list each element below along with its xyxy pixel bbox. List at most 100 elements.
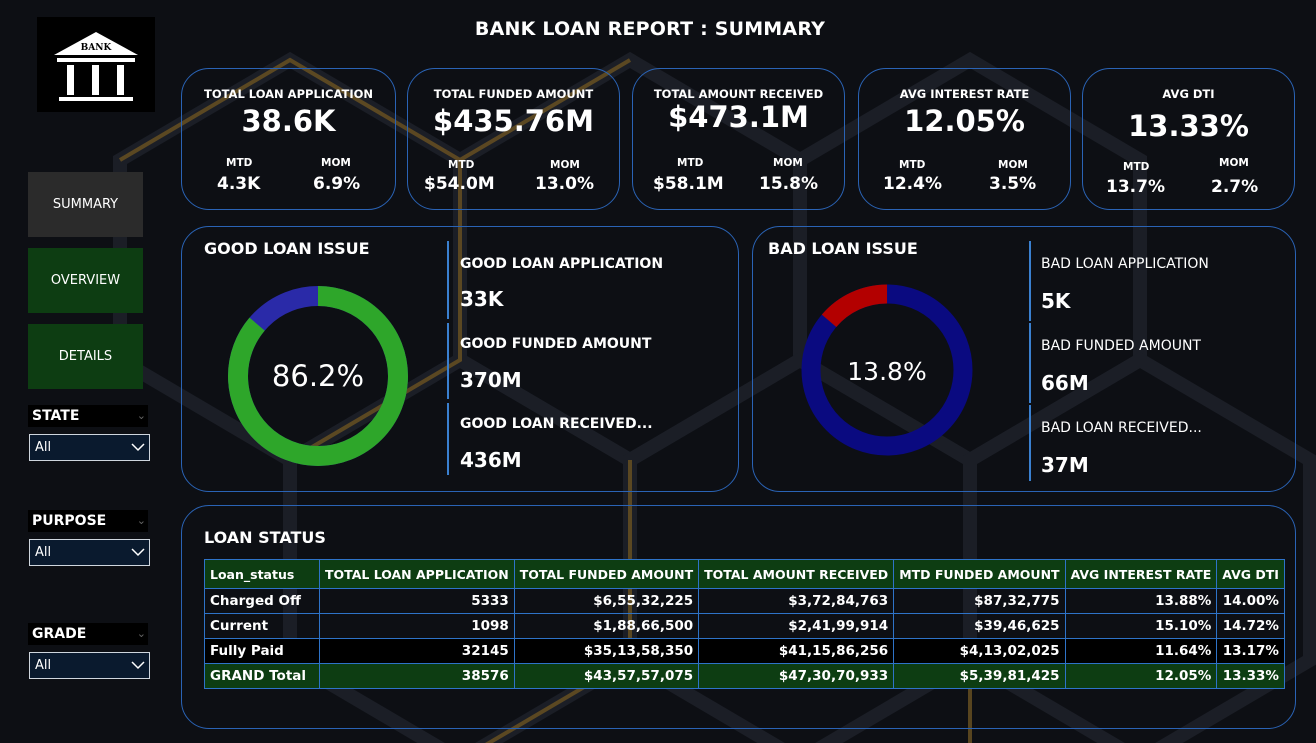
- kpi-mtd-value: $54.0M: [424, 174, 495, 194]
- kpi-mom-label: MOM: [998, 159, 1028, 171]
- table-cell: $6,55,32,225: [513, 588, 700, 614]
- good-loan-title: GOOD LOAN ISSUE: [204, 239, 370, 258]
- kpi-mtd-label: MTD: [899, 159, 926, 171]
- column-header[interactable]: MTD FUNDED AMOUNT: [893, 559, 1066, 589]
- bad-loan-received-label: BAD LOAN RECEIVED...: [1041, 420, 1202, 436]
- table-row[interactable]: Fully Paid 32145 $35,13,58,350 $41,15,86…: [204, 638, 1285, 664]
- kpi-mom-value: 15.8%: [759, 174, 818, 194]
- kpi-card-total-loan-application: TOTAL LOAN APPLICATION 38.6K MTD MOM 4.3…: [181, 68, 396, 210]
- column-header[interactable]: AVG INTEREST RATE: [1064, 559, 1218, 589]
- chevron-down-icon: [131, 443, 145, 452]
- bad-loan-percent: 13.8%: [847, 357, 926, 386]
- nav-details-button[interactable]: DETAILS: [28, 324, 143, 389]
- table-cell: $4,13,02,025: [893, 638, 1066, 664]
- column-header[interactable]: TOTAL FUNDED AMOUNT: [513, 559, 700, 589]
- table-cell: Current: [204, 613, 320, 639]
- kpi-mtd-value: 12.4%: [883, 174, 942, 194]
- state-filter-label: STATE ⌄: [28, 405, 148, 427]
- kpi-title: AVG DTI: [1162, 87, 1215, 101]
- column-header[interactable]: TOTAL AMOUNT RECEIVED: [698, 559, 895, 589]
- purpose-filter-dropdown[interactable]: All: [29, 539, 150, 566]
- grade-filter-dropdown[interactable]: All: [29, 652, 150, 679]
- bad-loan-title: BAD LOAN ISSUE: [768, 239, 918, 258]
- table-row[interactable]: Current 1098 $1,88,66,500 $2,41,99,914 $…: [204, 613, 1285, 639]
- chevron-down-icon[interactable]: ⌄: [136, 627, 146, 640]
- kpi-mtd-value: 13.7%: [1106, 177, 1165, 197]
- divider: [1029, 405, 1031, 481]
- kpi-mtd-label: MTD: [1123, 161, 1150, 173]
- table-cell: 1098: [319, 613, 515, 639]
- kpi-mtd-label: MTD: [226, 157, 253, 169]
- table-cell: 13.33%: [1216, 663, 1285, 689]
- table-cell: GRAND Total: [204, 663, 320, 689]
- kpi-mom-label: MOM: [321, 157, 351, 169]
- chevron-down-icon[interactable]: ⌄: [136, 514, 146, 527]
- purpose-filter-label: PURPOSE ⌄: [28, 510, 148, 532]
- table-cell: 38576: [319, 663, 515, 689]
- kpi-mtd-label: MTD: [677, 157, 704, 169]
- column-header[interactable]: AVG DTI: [1216, 559, 1285, 589]
- table-cell: $43,57,57,075: [513, 663, 700, 689]
- divider: [447, 241, 449, 319]
- bad-loan-application-label: BAD LOAN APPLICATION: [1041, 256, 1209, 272]
- bad-loan-application-value: 5K: [1041, 289, 1071, 313]
- table-cell: 5333: [319, 588, 515, 614]
- table-cell: $35,13,58,350: [513, 638, 700, 664]
- loan-status-panel: LOAN STATUS Loan_status TOTAL LOAN APPLI…: [181, 505, 1296, 729]
- good-loan-application-value: 33K: [460, 287, 504, 311]
- kpi-card-total-amount-received: TOTAL AMOUNT RECEIVED $473.1M MTD MOM $5…: [632, 68, 845, 210]
- kpi-mom-value: 13.0%: [535, 174, 594, 194]
- state-filter-dropdown[interactable]: All: [29, 434, 150, 461]
- nav-overview-button[interactable]: OVERVIEW: [28, 248, 143, 313]
- table-total-row[interactable]: GRAND Total 38576 $43,57,57,075 $47,30,7…: [204, 663, 1285, 689]
- chevron-down-icon: [131, 661, 145, 670]
- good-loan-percent: 86.2%: [272, 359, 364, 393]
- kpi-card-avg-interest-rate: AVG INTEREST RATE 12.05% MTD MOM 12.4% 3…: [858, 68, 1071, 210]
- bad-funded-amount-value: 66M: [1041, 371, 1089, 395]
- table-cell: $41,15,86,256: [698, 638, 895, 664]
- good-funded-amount-value: 370M: [460, 368, 522, 392]
- table-cell: 11.64%: [1064, 638, 1218, 664]
- kpi-value: $435.76M: [433, 104, 594, 138]
- chevron-down-icon: [131, 548, 145, 557]
- kpi-mom-value: 6.9%: [313, 174, 361, 194]
- good-loan-received-value: 436M: [460, 448, 522, 472]
- kpi-mom-label: MOM: [550, 159, 580, 171]
- kpi-card-avg-dti: AVG DTI 13.33% MTD MOM 13.7% 2.7%: [1082, 68, 1295, 210]
- kpi-mom-value: 2.7%: [1211, 177, 1259, 197]
- kpi-mtd-value: $58.1M: [653, 174, 724, 194]
- kpi-mom-label: MOM: [1219, 157, 1249, 169]
- nav-summary-button[interactable]: SUMMARY: [28, 172, 143, 237]
- page-title: BANK LOAN REPORT : SUMMARY: [474, 18, 826, 40]
- divider: [1029, 323, 1031, 403]
- bad-funded-amount-label: BAD FUNDED AMOUNT: [1041, 338, 1201, 354]
- table-cell: 15.10%: [1064, 613, 1218, 639]
- bad-loan-received-value: 37M: [1041, 453, 1089, 477]
- kpi-mtd-value: 4.3K: [217, 174, 261, 194]
- bad-loan-donut: 13.8%: [801, 284, 973, 456]
- good-loan-panel: GOOD LOAN ISSUE 86.2% GOOD LOAN APPLICAT…: [181, 226, 739, 492]
- table-cell: 32145: [319, 638, 515, 664]
- column-header[interactable]: Loan_status: [204, 559, 320, 589]
- table-cell: Charged Off: [204, 588, 320, 614]
- kpi-title: TOTAL FUNDED AMOUNT: [433, 87, 594, 101]
- table-cell: Fully Paid: [204, 638, 320, 664]
- table-cell: 13.88%: [1064, 588, 1218, 614]
- bank-logo: BANK: [37, 17, 155, 112]
- kpi-mom-label: MOM: [773, 157, 803, 169]
- good-loan-received-label: GOOD LOAN RECEIVED...: [460, 416, 653, 432]
- table-cell: $5,39,81,425: [893, 663, 1066, 689]
- state-filter-value: All: [35, 440, 52, 455]
- loan-status-title: LOAN STATUS: [204, 528, 326, 547]
- column-header[interactable]: TOTAL LOAN APPLICATION: [319, 559, 515, 589]
- table-cell: $87,32,775: [893, 588, 1066, 614]
- table-cell: $1,88,66,500: [513, 613, 700, 639]
- table-row[interactable]: Charged Off 5333 $6,55,32,225 $3,72,84,7…: [204, 588, 1285, 614]
- table-cell: $2,41,99,914: [698, 613, 895, 639]
- kpi-title: TOTAL AMOUNT RECEIVED: [653, 87, 824, 101]
- table-cell: 14.00%: [1216, 588, 1285, 614]
- bad-loan-panel: BAD LOAN ISSUE 13.8% BAD LOAN APPLICATIO…: [752, 226, 1296, 492]
- grade-filter-label: GRADE ⌄: [28, 623, 148, 645]
- divider: [1029, 241, 1031, 321]
- chevron-down-icon[interactable]: ⌄: [136, 409, 146, 422]
